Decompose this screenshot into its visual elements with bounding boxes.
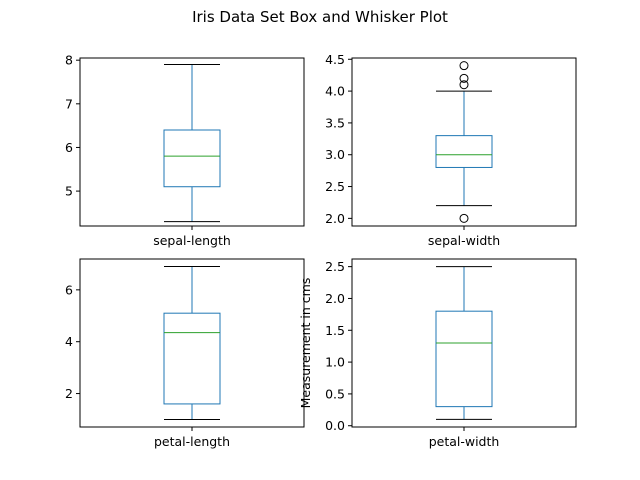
subplot-petal-width: 0.0 0.5 1.0 1.5 2.0 2.5 petal-width Measurement… — [298, 258, 577, 449]
x-category-label: petal-width — [429, 434, 500, 449]
x-category-label: petal-length — [154, 434, 230, 449]
iqr-box — [163, 312, 221, 405]
iqr-box — [435, 310, 493, 408]
y-tick-label: 2.0 — [325, 291, 345, 306]
subplot-sepal-width: 2.0 2.5 3.0 3.5 4.0 4.5 sepal-width — [325, 52, 577, 248]
y-tick-label: 4.0 — [325, 84, 345, 99]
y-tick-label: 0.5 — [325, 386, 345, 401]
subplot-sepal-length: 5 6 7 8 sepal-length — [65, 53, 305, 248]
y-tick-label: 3.0 — [325, 147, 345, 162]
y-tick-label: 1.5 — [325, 323, 345, 338]
figure-title: Iris Data Set Box and Whisker Plot — [192, 8, 448, 26]
y-tick-label: 4.5 — [325, 52, 345, 67]
y-tick-label: 6 — [65, 140, 73, 155]
x-category-label: sepal-length — [153, 233, 231, 248]
y-tick-label: 2.5 — [325, 179, 345, 194]
y-tick-label: 2 — [65, 386, 73, 401]
y-tick-label: 2.0 — [325, 211, 345, 226]
y-tick-label: 4 — [65, 334, 73, 349]
outlier-point — [459, 73, 469, 83]
y-axis-label: Measurement in cms — [298, 278, 313, 409]
outlier-point — [459, 80, 469, 90]
x-category-label: sepal-width — [428, 233, 500, 248]
outlier-point — [459, 61, 469, 71]
subplot-petal-length: 2 4 6 petal-length — [65, 258, 305, 449]
outlier-point — [459, 213, 469, 223]
iqr-box — [163, 129, 221, 188]
y-tick-label: 3.5 — [325, 115, 345, 130]
y-tick-label: 8 — [65, 53, 73, 68]
y-tick-label: 7 — [65, 96, 73, 111]
y-tick-label: 1.0 — [325, 355, 345, 370]
y-tick-label: 6 — [65, 282, 73, 297]
subplot-grid: 5 6 7 8 sepal-length 2.0 2.5 3.0 3.5 4.0 4.5 sepal-… — [65, 52, 577, 449]
y-tick-label: 5 — [65, 184, 73, 199]
y-tick-label: 0.0 — [325, 418, 345, 433]
y-tick-label: 2.5 — [325, 259, 345, 274]
iqr-box — [435, 135, 493, 168]
